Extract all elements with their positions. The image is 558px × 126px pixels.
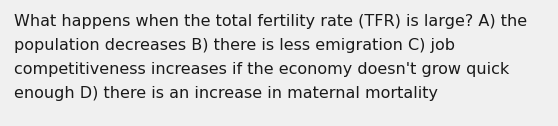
Text: enough D) there is an increase in maternal mortality: enough D) there is an increase in matern… (14, 86, 438, 101)
Text: What happens when the total fertility rate (TFR) is large? A) the: What happens when the total fertility ra… (14, 14, 527, 29)
Text: competitiveness increases if the economy doesn't grow quick: competitiveness increases if the economy… (14, 62, 509, 77)
Text: population decreases B) there is less emigration C) job: population decreases B) there is less em… (14, 38, 455, 53)
